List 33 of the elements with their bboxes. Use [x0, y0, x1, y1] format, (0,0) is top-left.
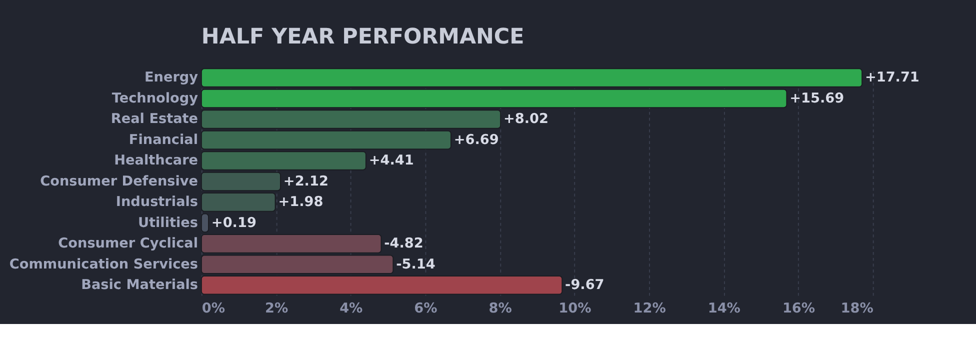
x-tick-label: 12%: [633, 300, 666, 316]
y-tick-label: Industrials: [116, 194, 198, 210]
y-tick-label: Communication Services: [9, 256, 198, 272]
data-label: +2.12: [283, 173, 328, 190]
x-tick-label: 6%: [414, 300, 438, 316]
y-tick-label: Healthcare: [114, 152, 198, 169]
x-tick-label: 14%: [708, 300, 741, 316]
x-tick-label: 2%: [264, 300, 288, 316]
x-tick-label: 18%: [840, 300, 874, 316]
data-label: +15.69: [790, 90, 844, 106]
data-label: +8.02: [504, 111, 548, 128]
y-tick-label: Basic Materials: [81, 277, 198, 294]
data-label: -5.14: [396, 256, 436, 272]
y-tick-label: Consumer Defensive: [40, 173, 198, 190]
y-tick-label: Consumer Cyclical: [58, 236, 198, 252]
x-tick-label: 8%: [488, 300, 512, 316]
y-tick-label: Utilities: [138, 214, 198, 231]
chart-title: HALF YEAR PERFORMANCE: [201, 24, 524, 50]
data-label: +0.19: [211, 214, 256, 231]
data-label: -4.82: [384, 236, 424, 252]
y-tick-label: Technology: [112, 90, 198, 106]
x-tick-label: 10%: [558, 300, 592, 316]
y-tick-label: Financial: [128, 132, 198, 148]
x-tick-label: 4%: [340, 300, 364, 316]
x-tick-label: 16%: [782, 300, 816, 316]
data-label: +1.98: [278, 194, 324, 210]
y-tick-label: Energy: [144, 70, 198, 86]
data-label: +6.69: [454, 132, 499, 148]
data-label: +17.71: [864, 70, 920, 86]
x-tick-label: 0%: [202, 300, 226, 316]
data-label: +4.41: [368, 152, 414, 169]
y-tick-label: Real Estate: [110, 111, 198, 128]
data-label: -9.67: [565, 277, 604, 294]
